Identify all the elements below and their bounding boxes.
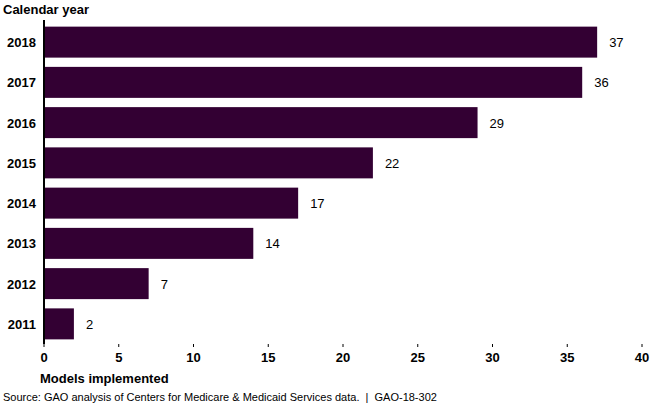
bar (44, 308, 74, 339)
tick-label: 10 (186, 350, 200, 365)
tick (343, 344, 344, 347)
tick-label: 15 (261, 350, 275, 365)
category-label: 2018 (7, 35, 36, 50)
axis-title: Models implemented (40, 371, 169, 386)
data-label: 22 (385, 156, 399, 171)
category-label: 2017 (7, 75, 36, 90)
source-note: Source: GAO analysis of Centers for Medi… (3, 391, 437, 403)
tick (268, 344, 269, 347)
bar (44, 268, 149, 299)
category-label: 2014 (7, 196, 37, 211)
axis-line (43, 20, 45, 344)
data-label: 2 (86, 317, 93, 332)
tick-label: 40 (635, 350, 649, 365)
data-label: 36 (594, 75, 608, 90)
data-label: 7 (161, 277, 168, 292)
axis-title: Calendar year (3, 2, 89, 17)
tick-label: 20 (336, 350, 350, 365)
data-label: 37 (609, 35, 623, 50)
tick (417, 344, 418, 347)
tick (118, 344, 119, 347)
bar (44, 107, 478, 138)
tick (193, 344, 194, 347)
tick (642, 344, 643, 347)
data-label: 29 (490, 116, 504, 131)
tick (492, 344, 493, 347)
tick (44, 344, 45, 347)
category-label: 2012 (7, 277, 36, 292)
bar (44, 27, 597, 58)
bars (44, 27, 597, 340)
data-label: 14 (265, 236, 279, 251)
tick-label: 25 (411, 350, 425, 365)
tick-label: 5 (115, 350, 122, 365)
tick (567, 344, 568, 347)
bar (44, 67, 582, 98)
category-label: 2011 (8, 317, 36, 332)
data-label: 17 (310, 196, 324, 211)
tick-label: 35 (560, 350, 574, 365)
bar (44, 228, 253, 259)
tick-label: 0 (40, 350, 47, 365)
bar (44, 188, 298, 219)
category-label: 2015 (7, 156, 36, 171)
category-label: 2016 (7, 116, 36, 131)
bar (44, 147, 373, 178)
category-label: 2013 (7, 236, 36, 251)
chart: 3736292217147220182017201620152014201320… (0, 0, 650, 407)
tick-label: 30 (485, 350, 499, 365)
